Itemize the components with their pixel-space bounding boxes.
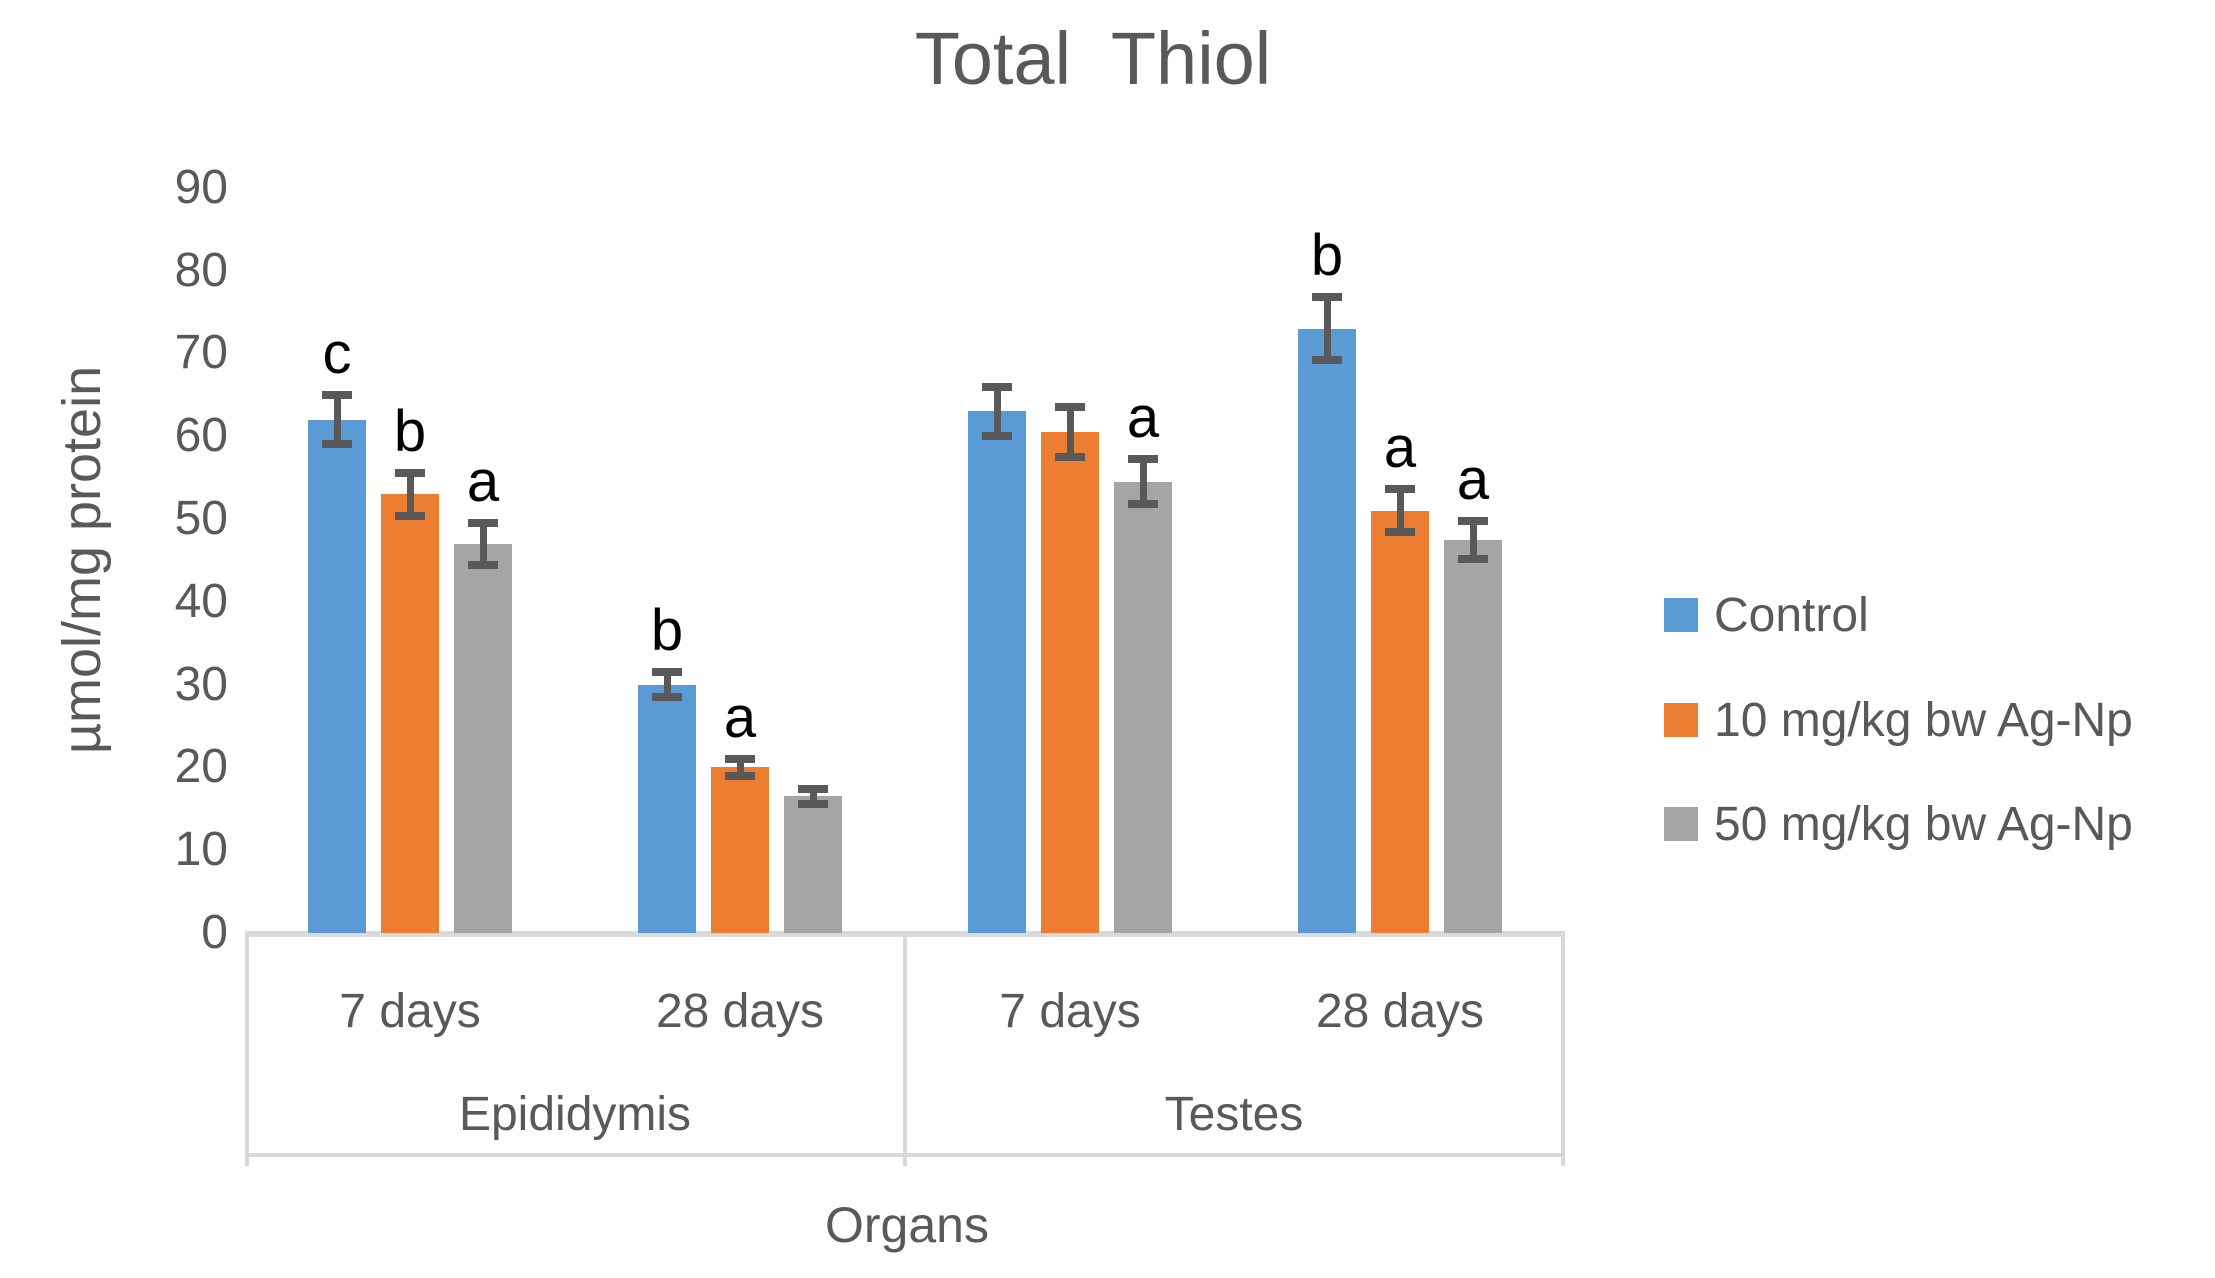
error-bar-stem [406,472,414,516]
legend-label-control: Control [1714,589,1869,642]
error-bar-stem [663,672,671,697]
error-bar-cap-bottom [798,799,828,808]
error-bar-cap-top [1312,293,1342,302]
y-tick-label: 90 [174,160,228,214]
error-bar-cap-bottom [1385,528,1415,537]
error-bar-stem [479,523,487,565]
significance-letter: a [1126,385,1160,451]
error-bar-stem [809,788,817,804]
chart-title: Total Thiol [914,17,1272,100]
category-box-divider [903,933,907,1166]
bar [381,494,439,933]
error-bar-cap-bottom [982,432,1012,441]
error-bar-cap-top [468,519,498,528]
significance-letter: b [650,598,684,664]
error-bar-stem [1066,407,1074,457]
bar [308,419,366,933]
legend-item-10mg: 10 mg/kg bw Ag-Np [1664,695,2133,747]
error-bar-cap-top [1458,516,1488,525]
legend-swatch-10mg [1664,703,1698,737]
error-bar-cap-bottom [652,693,682,702]
bar [1444,539,1502,933]
error-bar-cap-bottom [395,511,425,520]
bar [1298,328,1356,933]
error-bar-cap-top [982,382,1012,391]
y-tick-label: 80 [174,243,228,297]
bar [711,767,769,933]
legend-label-50mg: 50 mg/kg bw Ag-Np [1714,798,2133,851]
error-bar-cap-top [1128,455,1158,464]
error-bar-cap-top [652,668,682,677]
category-label-organ: Testes [1164,1088,1304,1141]
significance-letter: b [1310,223,1344,289]
error-bar-cap-bottom [322,440,352,449]
bar [1041,432,1099,933]
category-label-time: 7 days [339,985,481,1038]
error-bar-cap-top [395,468,425,477]
error-bar-cap-bottom [1458,554,1488,563]
significance-letter: a [466,449,500,515]
bar [1114,481,1172,933]
legend-item-50mg: 50 mg/kg bw Ag-Np [1664,799,2133,851]
category-label-time: 28 days [655,985,825,1038]
legend-swatch-50mg [1664,807,1698,841]
y-tick-label: 40 [174,574,228,628]
significance-letter: a [1383,415,1417,481]
y-axis-title: µmol/mg protein [52,365,112,755]
error-bar-stem [1139,459,1147,505]
error-bar-stem [333,394,341,445]
y-tick-label: 70 [174,326,228,380]
error-bar-stem [736,759,744,776]
y-tick-label: 20 [174,740,228,794]
error-bar-cap-top [1055,403,1085,412]
legend-label-10mg: 10 mg/kg bw Ag-Np [1714,694,2133,747]
significance-letter: a [1456,446,1490,512]
bar [1371,510,1429,933]
significance-letter: a [723,685,757,751]
error-bar-cap-top [725,755,755,764]
category-box-right [1561,933,1565,1166]
error-bar-cap-bottom [725,771,755,780]
bar [784,796,842,933]
error-bar-stem [1469,520,1477,559]
legend-swatch-control [1664,598,1698,632]
error-bar-cap-top [1385,485,1415,494]
y-tick-label: 30 [174,657,228,711]
error-bar-stem [1323,297,1331,361]
category-box-bottom [245,1153,1565,1157]
bar [968,411,1026,933]
x-axis-title: Organs [825,1197,989,1253]
category-label-time: 7 days [999,985,1141,1038]
legend-item-control: Control [1664,590,1869,642]
y-tick-label: 0 [201,906,228,959]
bar [454,543,512,933]
error-bar-cap-top [798,784,828,793]
error-bar-cap-top [322,390,352,399]
y-tick-label: 10 [174,823,228,877]
significance-letter: c [322,320,352,386]
category-label-time: 28 days [1315,985,1485,1038]
significance-letter: b [393,398,427,464]
y-tick-label: 60 [174,409,228,463]
error-bar-cap-bottom [468,560,498,569]
error-bar-cap-bottom [1055,452,1085,461]
category-box-left [245,933,249,1166]
error-bar-cap-bottom [1128,500,1158,509]
error-bar-stem [993,386,1001,437]
y-tick-label: 50 [174,492,228,545]
error-bar-stem [1396,489,1404,533]
category-label-organ: Epididymis [458,1088,692,1141]
bar [638,684,696,933]
error-bar-cap-bottom [1312,356,1342,365]
